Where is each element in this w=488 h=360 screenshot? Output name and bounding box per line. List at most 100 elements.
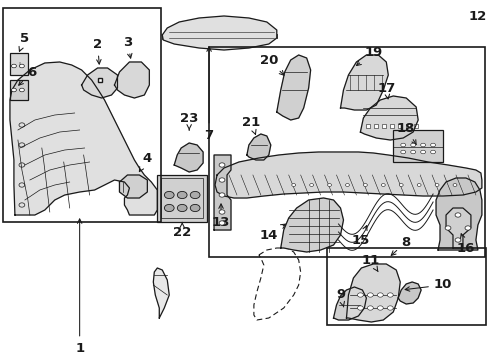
Circle shape	[357, 293, 363, 297]
Circle shape	[327, 184, 331, 186]
Circle shape	[12, 88, 16, 92]
Circle shape	[291, 184, 295, 186]
Circle shape	[377, 293, 383, 297]
Bar	[406, 125, 409, 128]
Circle shape	[177, 204, 187, 212]
Circle shape	[219, 193, 224, 197]
Text: 8: 8	[390, 235, 410, 255]
Bar	[366, 125, 369, 128]
Text: 1: 1	[75, 219, 84, 355]
Text: |: |	[18, 61, 20, 67]
Circle shape	[410, 150, 415, 154]
Text: 4: 4	[139, 152, 152, 172]
Text: 15: 15	[350, 226, 369, 247]
Circle shape	[400, 143, 405, 147]
Bar	[209, 47, 484, 257]
Text: 9: 9	[335, 288, 345, 307]
Circle shape	[219, 178, 224, 182]
Circle shape	[219, 221, 224, 225]
Circle shape	[399, 184, 402, 186]
Text: 19: 19	[356, 45, 382, 66]
Polygon shape	[445, 208, 470, 248]
Polygon shape	[215, 152, 481, 198]
Bar	[382, 125, 386, 128]
Circle shape	[366, 306, 372, 310]
Circle shape	[386, 293, 392, 297]
Text: 23: 23	[180, 112, 198, 130]
Text: 3: 3	[122, 36, 132, 58]
Text: 11: 11	[361, 253, 379, 272]
Text: 2: 2	[93, 37, 102, 64]
Circle shape	[386, 306, 392, 310]
Text: 5: 5	[19, 32, 29, 51]
Bar	[413, 125, 417, 128]
Circle shape	[377, 306, 383, 310]
Circle shape	[190, 204, 200, 212]
Bar	[397, 125, 401, 128]
Circle shape	[430, 143, 435, 147]
Circle shape	[452, 184, 456, 186]
Circle shape	[164, 192, 174, 199]
Circle shape	[454, 238, 460, 242]
Polygon shape	[10, 62, 157, 215]
Polygon shape	[280, 198, 343, 252]
Circle shape	[381, 184, 385, 186]
Circle shape	[464, 226, 470, 230]
Circle shape	[12, 64, 16, 68]
Circle shape	[177, 192, 187, 199]
Text: 22: 22	[173, 222, 191, 239]
Polygon shape	[246, 134, 270, 160]
Polygon shape	[81, 68, 117, 98]
Polygon shape	[153, 268, 169, 318]
Circle shape	[219, 163, 224, 167]
Circle shape	[357, 306, 363, 310]
Circle shape	[309, 184, 313, 186]
Circle shape	[219, 210, 224, 214]
Circle shape	[366, 293, 372, 297]
Text: 6: 6	[19, 66, 37, 85]
Bar	[392, 130, 442, 162]
Circle shape	[363, 184, 366, 186]
Bar	[10, 53, 28, 75]
Text: 14: 14	[259, 224, 285, 242]
Circle shape	[444, 226, 450, 230]
Bar	[374, 125, 378, 128]
Text: 20: 20	[259, 54, 284, 75]
Circle shape	[20, 88, 24, 92]
Text: 13: 13	[211, 204, 230, 229]
Circle shape	[20, 64, 24, 68]
Polygon shape	[340, 55, 387, 110]
Polygon shape	[397, 282, 420, 304]
Text: 10: 10	[405, 279, 451, 292]
Circle shape	[434, 184, 438, 186]
Circle shape	[345, 184, 349, 186]
Bar	[10, 80, 28, 100]
Circle shape	[420, 143, 425, 147]
Circle shape	[190, 192, 200, 199]
Polygon shape	[360, 96, 417, 140]
Polygon shape	[214, 155, 230, 230]
Polygon shape	[162, 16, 276, 50]
Polygon shape	[119, 175, 147, 198]
Circle shape	[164, 204, 174, 212]
Polygon shape	[174, 143, 203, 172]
Bar	[157, 175, 206, 222]
Circle shape	[454, 213, 460, 217]
Polygon shape	[333, 287, 366, 320]
Bar	[3, 8, 161, 222]
Text: 21: 21	[241, 116, 260, 134]
Polygon shape	[435, 178, 481, 250]
Polygon shape	[114, 62, 149, 98]
Text: 17: 17	[376, 81, 395, 99]
Circle shape	[420, 150, 425, 154]
Circle shape	[410, 143, 415, 147]
Text: 7: 7	[204, 47, 213, 141]
Text: 12: 12	[468, 9, 486, 23]
Text: 16: 16	[456, 234, 474, 255]
Bar	[326, 248, 485, 325]
Bar	[161, 178, 203, 218]
Circle shape	[400, 150, 405, 154]
Polygon shape	[276, 55, 310, 120]
Circle shape	[416, 184, 420, 186]
Circle shape	[430, 150, 435, 154]
